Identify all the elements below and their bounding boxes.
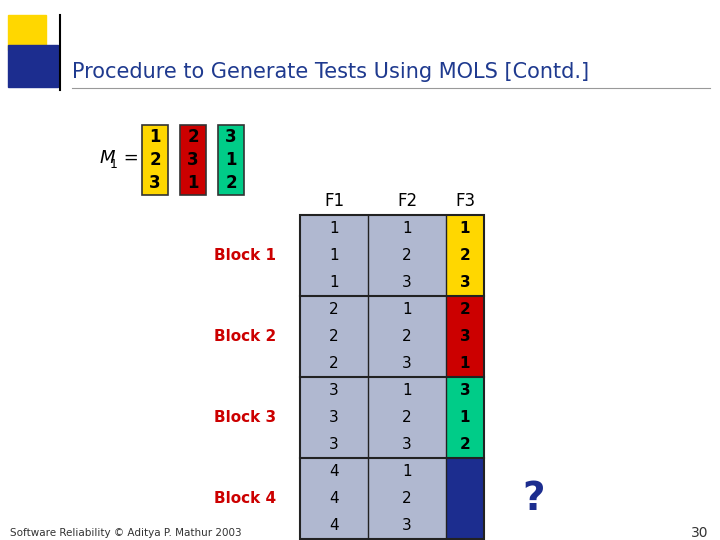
Text: 2: 2	[402, 329, 412, 344]
Text: 3: 3	[459, 383, 470, 398]
Bar	[446, 242, 484, 269]
Text: Software Reliability © Aditya P. Mathur 2003: Software Reliability © Aditya P. Mathur …	[10, 528, 242, 538]
Bar	[300, 269, 368, 296]
Bar	[180, 125, 206, 195]
Bar	[368, 296, 446, 323]
Bar	[446, 269, 484, 296]
Text: 1: 1	[149, 128, 161, 146]
Bar	[446, 215, 484, 242]
Text: 3: 3	[329, 410, 339, 425]
Text: 3: 3	[225, 128, 237, 146]
Text: 3: 3	[329, 383, 339, 398]
Text: 3: 3	[402, 437, 412, 452]
Bar	[368, 350, 446, 377]
Text: 2: 2	[459, 437, 470, 452]
Text: 2: 2	[329, 329, 339, 344]
Bar	[300, 377, 368, 404]
Bar	[368, 404, 446, 431]
Text: 2: 2	[402, 248, 412, 263]
Text: 1: 1	[187, 174, 199, 192]
Text: 2: 2	[402, 410, 412, 425]
Text: 1: 1	[460, 221, 470, 236]
Text: 4: 4	[329, 491, 339, 506]
Bar	[300, 215, 368, 242]
Bar	[368, 269, 446, 296]
Text: 4: 4	[329, 518, 339, 533]
Text: 1: 1	[460, 410, 470, 425]
Text: 3: 3	[402, 275, 412, 290]
Bar	[446, 296, 484, 323]
Text: 3: 3	[187, 151, 199, 169]
Text: ?: ?	[523, 480, 545, 517]
Text: 1: 1	[329, 275, 339, 290]
Text: 2: 2	[402, 491, 412, 506]
Bar	[300, 323, 368, 350]
Bar	[300, 404, 368, 431]
Bar	[368, 215, 446, 242]
Text: 2: 2	[149, 151, 161, 169]
Bar	[368, 485, 446, 512]
Text: F2: F2	[397, 192, 417, 210]
Bar	[446, 350, 484, 377]
Text: 3: 3	[402, 356, 412, 371]
Text: 1: 1	[402, 302, 412, 317]
Text: 3: 3	[402, 518, 412, 533]
Bar	[300, 458, 368, 485]
Bar	[368, 458, 446, 485]
Bar	[300, 242, 368, 269]
Text: 1: 1	[402, 221, 412, 236]
Text: 1: 1	[110, 158, 118, 171]
Bar	[446, 323, 484, 350]
Text: 2: 2	[225, 174, 237, 192]
Text: 2: 2	[329, 302, 339, 317]
Bar	[300, 296, 368, 323]
Text: 2: 2	[459, 302, 470, 317]
Text: Procedure to Generate Tests Using MOLS [Contd.]: Procedure to Generate Tests Using MOLS […	[72, 62, 589, 82]
Bar	[368, 431, 446, 458]
Bar	[300, 485, 368, 512]
Text: 3: 3	[459, 329, 470, 344]
Bar	[446, 458, 484, 485]
Text: Block 2: Block 2	[214, 329, 276, 344]
Bar	[368, 323, 446, 350]
Bar	[300, 215, 484, 539]
Text: 1: 1	[460, 356, 470, 371]
Bar	[300, 431, 368, 458]
Text: 3: 3	[149, 174, 161, 192]
Text: 3: 3	[459, 275, 470, 290]
Bar	[446, 485, 484, 512]
Text: Block 4: Block 4	[214, 491, 276, 506]
Bar	[300, 512, 368, 539]
Text: Block 3: Block 3	[214, 410, 276, 425]
Bar	[368, 512, 446, 539]
Bar	[446, 404, 484, 431]
Text: 2: 2	[187, 128, 199, 146]
Bar	[8, 15, 46, 50]
Text: 1: 1	[402, 383, 412, 398]
Bar	[446, 431, 484, 458]
Text: Block 1: Block 1	[214, 248, 276, 263]
Text: F1: F1	[324, 192, 344, 210]
Text: 1: 1	[329, 248, 339, 263]
Text: 1: 1	[329, 221, 339, 236]
Bar	[142, 125, 168, 195]
Text: 30: 30	[691, 526, 708, 540]
Text: 1: 1	[225, 151, 237, 169]
Bar	[446, 512, 484, 539]
Bar	[300, 350, 368, 377]
Bar	[8, 45, 58, 87]
Text: M: M	[100, 149, 115, 167]
Text: 2: 2	[329, 356, 339, 371]
Bar	[368, 377, 446, 404]
Bar	[368, 242, 446, 269]
Bar	[218, 125, 244, 195]
Text: 2: 2	[459, 248, 470, 263]
Text: 3: 3	[329, 437, 339, 452]
Text: F3: F3	[455, 192, 475, 210]
Text: 4: 4	[329, 464, 339, 479]
Text: =: =	[118, 149, 139, 167]
Bar	[446, 377, 484, 404]
Text: 1: 1	[402, 464, 412, 479]
